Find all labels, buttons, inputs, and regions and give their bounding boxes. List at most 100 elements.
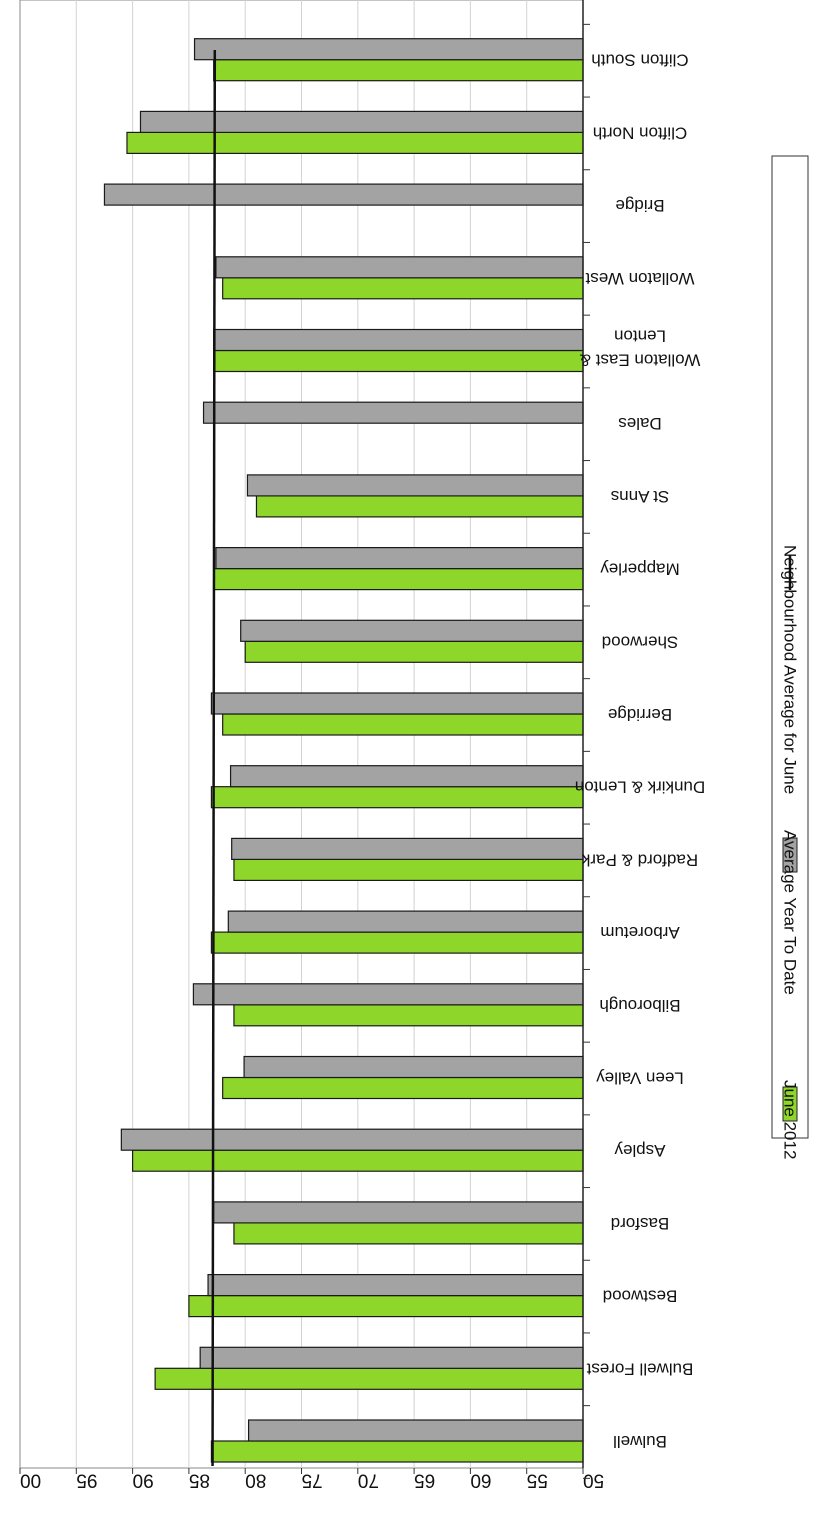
category-label: Dales xyxy=(618,414,661,433)
bar-june-2012 xyxy=(210,786,584,809)
category-label: Arboretum xyxy=(600,923,679,942)
bar-average-year-to-date xyxy=(199,1346,584,1369)
legend-swatch-average-ytd xyxy=(782,837,798,873)
category-label-line: Bestwood xyxy=(603,1287,678,1306)
bar-june-2012 xyxy=(210,1440,584,1463)
category-label-line: St Anns xyxy=(611,487,670,506)
category-label: Bulwell xyxy=(613,1432,667,1451)
bar-average-year-to-date xyxy=(120,1128,584,1151)
category-label-line: Bulwell xyxy=(613,1432,667,1451)
category-label: Sherwood xyxy=(602,632,679,651)
tick-label: 60 xyxy=(470,1470,491,1491)
category-label: Dunkirk & Lenton xyxy=(575,778,705,797)
legend-label-june-2012: June 2012 xyxy=(781,1080,800,1159)
category-label: Bridge xyxy=(615,196,664,215)
bar-average-year-to-date xyxy=(243,1055,584,1079)
bar-june-2012 xyxy=(222,277,584,300)
category-label-line: Clifton North xyxy=(593,123,687,142)
legend-swatch-june-2012 xyxy=(782,1086,798,1122)
category-label-line: Wollaton West xyxy=(585,269,694,288)
category-label: Clifton North xyxy=(593,123,687,142)
category-label-line: Berridge xyxy=(608,705,672,724)
tick-label: 90 xyxy=(133,1470,154,1491)
legend: June 2012 Average Year To Date Neighbourho… xyxy=(771,155,809,1159)
category-label: St Anns xyxy=(611,487,670,506)
tick-label: 75 xyxy=(302,1470,323,1491)
bar-average-year-to-date xyxy=(247,1419,584,1442)
category-label: Berridge xyxy=(608,705,672,724)
category-label-line: Dales xyxy=(618,414,661,433)
bar-average-year-to-date xyxy=(210,692,584,715)
value-axis: 50 55 60 65 70 75 80 85 90 95 00 xyxy=(19,1468,604,1491)
bar-average-year-to-date xyxy=(231,837,584,861)
category-label-line: Clifton South xyxy=(591,51,688,70)
category-label: Leen Valley xyxy=(596,1069,684,1088)
neighbourhood-average-line xyxy=(211,49,217,1467)
tick-label: 65 xyxy=(414,1470,435,1491)
tick-label: 70 xyxy=(358,1470,379,1491)
bar-average-year-to-date xyxy=(213,328,584,352)
bar-june-2012 xyxy=(255,495,584,518)
bar-june-2012 xyxy=(233,858,584,882)
legend-label-average-ytd: Average Year To Date xyxy=(781,830,800,995)
category-label-line: Bridge xyxy=(615,196,664,215)
bar-june-2012 xyxy=(244,640,584,663)
bar-average-year-to-date xyxy=(215,256,584,279)
bar-june-2012 xyxy=(213,567,584,591)
bar-june-2012 xyxy=(210,931,584,954)
tick-label: 00 xyxy=(20,1470,41,1491)
bar-june-2012 xyxy=(233,1222,584,1245)
category-axis: Bulwell Bulwell Forest Bestwood Basford Aspl… xyxy=(575,0,705,1479)
bar-june-2012 xyxy=(213,59,584,82)
category-label: Radford & Park xyxy=(581,850,698,869)
category-label: Wollaton East & Lenton xyxy=(579,327,700,370)
category-label-line: Sherwood xyxy=(602,632,679,651)
category-label-line: Bulwell Forest xyxy=(586,1359,693,1378)
category-label: Clifton South xyxy=(591,51,688,70)
category-label-line: Arboretum xyxy=(600,923,679,942)
tick-label: 95 xyxy=(76,1470,97,1491)
bar-series xyxy=(103,38,584,1463)
category-label: Wollaton West xyxy=(585,269,694,288)
reference-line-group xyxy=(211,49,217,1467)
bar-average-year-to-date xyxy=(227,910,584,933)
category-label-line: Wollaton East & xyxy=(579,351,700,370)
category-label: Mapperley xyxy=(600,560,680,579)
bar-june-2012 xyxy=(126,131,584,154)
bar-average-year-to-date xyxy=(207,1273,584,1297)
category-label-line: Bilborough xyxy=(599,996,680,1015)
category-label: Basford xyxy=(611,1214,670,1233)
bar-june-2012 xyxy=(222,1076,584,1100)
tick-label: 50 xyxy=(583,1470,604,1491)
bar-june-2012 xyxy=(222,713,584,736)
bar-average-year-to-date xyxy=(246,474,584,497)
category-label-line: Basford xyxy=(611,1214,670,1233)
bar-average-year-to-date xyxy=(139,110,584,134)
category-label: Aspley xyxy=(614,1141,666,1160)
bar-average-year-to-date xyxy=(215,546,584,570)
bar-average-year-to-date xyxy=(213,1201,584,1224)
category-label-line: Radford & Park xyxy=(581,850,698,869)
bar-average-year-to-date xyxy=(103,183,584,206)
category-label-line: Mapperley xyxy=(600,560,680,579)
tick-label: 55 xyxy=(527,1470,548,1491)
bar-average-year-to-date xyxy=(240,619,584,642)
tick-label: 80 xyxy=(245,1470,266,1491)
category-label: Bestwood xyxy=(603,1287,678,1306)
bar-average-year-to-date xyxy=(192,983,584,1006)
category-label-line: Aspley xyxy=(614,1141,666,1160)
bar-june-2012 xyxy=(132,1149,584,1172)
legend-box xyxy=(771,155,809,1139)
bar-average-year-to-date xyxy=(229,765,584,788)
bar-average-year-to-date xyxy=(202,401,584,424)
category-label: Bilborough xyxy=(599,996,680,1015)
bar-average-year-to-date xyxy=(193,38,584,61)
category-label-line: Leen Valley xyxy=(596,1069,684,1088)
bar-june-2012 xyxy=(213,349,584,373)
bar-june-2012 xyxy=(188,1294,584,1318)
tick-label: 85 xyxy=(189,1470,210,1491)
bar-june-2012 xyxy=(154,1367,584,1390)
category-label: Bulwell Forest xyxy=(586,1359,693,1378)
bar-june-2012 xyxy=(233,1004,584,1027)
